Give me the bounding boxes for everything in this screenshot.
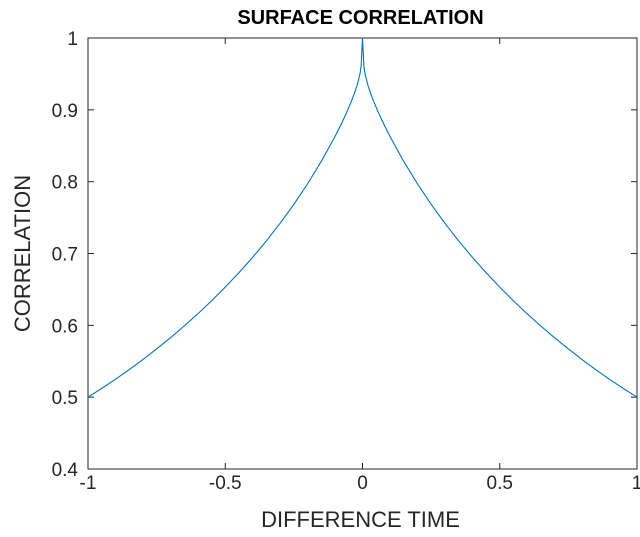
series-group	[87, 37, 638, 398]
x-tick-label: 0.5	[487, 473, 513, 494]
y-tick-label: 0.7	[52, 245, 78, 266]
x-axis-label: DIFFERENCE TIME	[261, 507, 460, 532]
series-line	[87, 37, 638, 398]
y-tick-label: 0.5	[52, 388, 78, 409]
x-tick-label: -0.5	[209, 473, 242, 494]
plot-area	[87, 37, 638, 470]
y-tick-label: 0.6	[52, 316, 78, 337]
y-tick-label: 0.8	[52, 173, 78, 194]
chart-title: SURFACE CORRELATION	[237, 7, 483, 29]
x-tick-label: -1	[80, 473, 97, 494]
tick-labels: -1 -0.5 0 0.5 1 0.4 0.5 0.6 0.7 0.8 0.9 1	[52, 29, 640, 494]
x-tick-label: 0	[357, 473, 368, 494]
ticks	[87, 37, 638, 470]
y-tick-label: 0.9	[52, 101, 78, 122]
y-axis-label: CORRELATION	[10, 175, 35, 332]
y-tick-label: 0.4	[52, 460, 79, 481]
x-tick-label: 1	[632, 473, 640, 494]
y-tick-label: 1	[67, 29, 78, 50]
